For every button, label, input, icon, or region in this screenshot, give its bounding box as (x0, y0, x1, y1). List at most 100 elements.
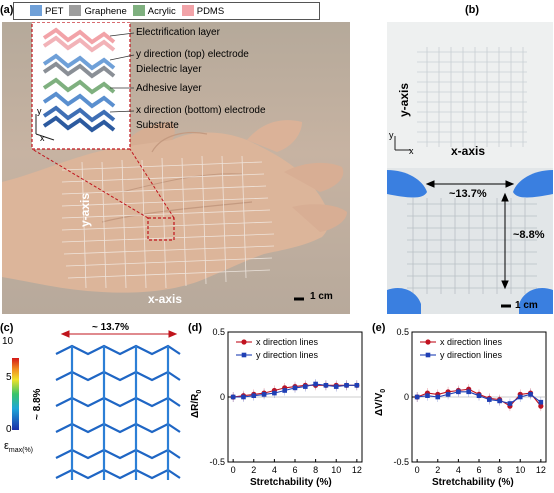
layer-label-dielectric: Dielectric layer (136, 64, 202, 75)
y-tick-label: 0 (404, 392, 409, 402)
lattice-stretch-x: ~ 13.7% (92, 322, 129, 333)
x-tick-label: 6 (292, 465, 297, 475)
data-point (282, 388, 287, 393)
lattice-stretch-y: ~ 8.8% (32, 388, 43, 420)
chart-e-ylabel-text: ΔV/V (374, 392, 385, 416)
chart-d-ylabel: ΔR/R0 (190, 390, 203, 418)
stretch-photo-illustration (387, 47, 553, 314)
photo-x-axis-label: x-axis (451, 144, 486, 158)
colorbar-symbol: ε (4, 440, 9, 452)
legend-marker (425, 339, 431, 345)
x-tick-label: 4 (272, 465, 277, 475)
legend-item-pdms: PDMS (181, 5, 224, 17)
hand-y-axis-label: y-axis (78, 192, 92, 227)
legend-label: Graphene (84, 6, 127, 17)
scale-label-a: 1 cm (310, 291, 333, 302)
x-tick-label: 12 (352, 465, 362, 475)
data-point (528, 392, 533, 397)
data-point (241, 394, 246, 400)
hand-photo-illustration (2, 22, 347, 301)
chart-d-ylabel-sub: 0 (196, 389, 203, 394)
data-point (303, 384, 308, 389)
panel-d-label: (d) (188, 322, 203, 334)
chart-e-ylabel-sub: 0 (380, 388, 387, 393)
gloved-fingers (387, 170, 553, 314)
data-point (487, 397, 492, 402)
data-point (344, 383, 349, 388)
data-point (333, 384, 339, 389)
colorbar-tick-min: 0 (6, 424, 12, 435)
legend-label: y direction lines (256, 350, 319, 360)
data-point (323, 383, 329, 388)
layer-label-bottom-electrode: x direction (bottom) electrode (136, 105, 266, 116)
serpentine-lattice (55, 344, 181, 480)
data-point (230, 394, 236, 400)
panel-e-label: (e) (372, 322, 386, 334)
inset-axes (35, 114, 55, 141)
data-point (354, 383, 360, 388)
sensor-grid (61, 155, 275, 289)
legend-label: x direction lines (440, 337, 503, 347)
hand-x-axis-label: x-axis (148, 292, 183, 306)
chart-e-ylabel: ΔV/V0 (374, 389, 387, 416)
x-tick-label: 12 (536, 465, 546, 475)
layer-label-top-electrode: y direction (top) electrode (136, 49, 249, 60)
legend-item-graphene: Graphene (69, 5, 127, 17)
grid-top (417, 47, 527, 147)
layer-label-adhesive: Adhesive layer (136, 83, 202, 94)
chart-d-ylabel-text: ΔR/R (190, 393, 201, 418)
legend-label: Acrylic (147, 6, 176, 17)
data-point (517, 394, 523, 400)
panel-a-label: (a) (0, 4, 14, 16)
legend-marker (241, 352, 247, 358)
data-point (466, 389, 471, 395)
legend-label: x direction lines (256, 337, 319, 347)
data-point (445, 392, 451, 397)
layer-label-substrate: Substrate (136, 120, 179, 131)
colorbar-label: εmax(%) (4, 440, 33, 454)
y-tick-label: 0.5 (212, 327, 225, 337)
voltage-chart: 0.5 0 -0.5 0 2 4 6 8 10 12 x direction lines y dire… (393, 327, 547, 475)
photo-axis-y: y (389, 130, 394, 140)
photo-axis-x: x (409, 146, 414, 156)
x-tick-label: 2 (435, 465, 440, 475)
stretch-x-label: ~13.7% (449, 188, 487, 200)
legend-label: PET (45, 6, 64, 17)
grid-stretched (407, 198, 537, 294)
x-tick-label: 0 (231, 465, 236, 475)
inset-axis-x: x (40, 133, 45, 143)
y-tick-label: -0.5 (393, 457, 409, 467)
y-tick-label: 0.5 (396, 327, 409, 337)
data-point (435, 394, 441, 400)
graphene-swatch (69, 5, 82, 16)
legend-label: y direction lines (440, 350, 503, 360)
x-tick-label: 2 (251, 465, 256, 475)
panel-c-label: (c) (0, 322, 14, 334)
data-point (538, 399, 544, 405)
data-point (292, 385, 298, 391)
photo-axes (394, 136, 411, 151)
data-point (261, 392, 267, 397)
acrylic-swatch (132, 5, 145, 16)
data-point (251, 393, 257, 398)
colorbar-unit: max(%) (8, 447, 34, 455)
material-legend: PET Graphene Acrylic PDMS (13, 2, 320, 20)
data-point (456, 389, 461, 395)
chart-e-xlabel: Stretchability (%) (432, 477, 514, 488)
palm-shape (2, 132, 329, 293)
photo-y-axis-label: y-axis (397, 82, 411, 117)
layer-label-electrification: Electrification layer (136, 27, 220, 38)
data-point (497, 398, 502, 404)
y-tick-label: -0.5 (209, 457, 225, 467)
legend-marker (241, 339, 247, 345)
x-tick-label: 8 (497, 465, 502, 475)
pdms-swatch (181, 5, 194, 16)
colorbar-tick-mid: 5 (6, 372, 12, 383)
x-tick-label: 0 (415, 465, 420, 475)
data-point (272, 390, 277, 396)
data-point (538, 403, 544, 409)
stretch-y-label: ~8.8% (513, 229, 545, 241)
colorbar-tick-max: 10 (2, 336, 14, 347)
x-tick-label: 6 (476, 465, 481, 475)
chart-d-xlabel: Stretchability (%) (250, 477, 332, 488)
